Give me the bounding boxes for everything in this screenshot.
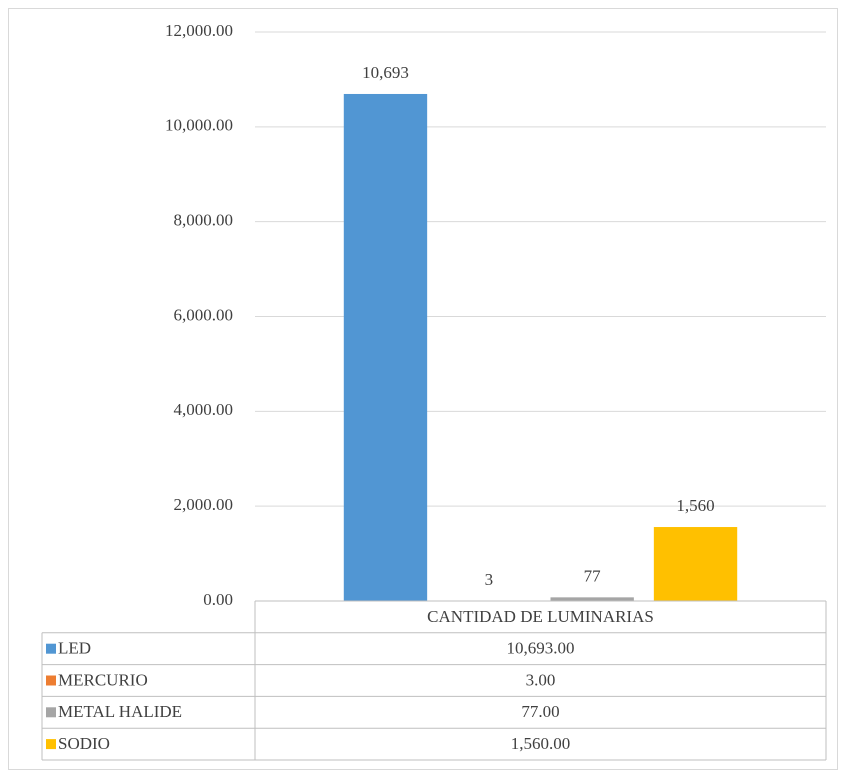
legend-label: LED — [58, 639, 91, 658]
table-value: 77.00 — [521, 702, 559, 721]
value-label: 3 — [485, 570, 494, 589]
y-tick-label: 6,000.00 — [174, 305, 234, 324]
y-tick-label: 12,000.00 — [165, 21, 233, 40]
table-value: 10,693.00 — [507, 639, 575, 658]
legend-label: METAL HALIDE — [58, 702, 182, 721]
y-tick-label: 10,000.00 — [165, 116, 233, 135]
y-tick-label: 8,000.00 — [174, 211, 234, 230]
bar — [343, 93, 428, 602]
y-tick-label: 0.00 — [203, 590, 233, 609]
value-label: 10,693 — [362, 63, 409, 82]
legend-label: SODIO — [58, 734, 110, 753]
y-tick-label: 4,000.00 — [174, 400, 234, 419]
value-label: 77 — [584, 566, 602, 585]
y-tick-label: 2,000.00 — [174, 495, 234, 514]
legend-swatch — [46, 643, 56, 654]
legend-swatch — [46, 675, 56, 686]
table-value: 1,560.00 — [511, 734, 571, 753]
table-value: 3.00 — [526, 670, 556, 689]
bar — [653, 527, 738, 601]
legend-swatch — [46, 739, 56, 750]
legend-swatch — [46, 707, 56, 718]
legend-label: MERCURIO — [58, 670, 148, 689]
table-header: CANTIDAD DE LUMINARIAS — [427, 607, 654, 626]
value-label: 1,560 — [676, 496, 714, 515]
bar — [550, 597, 634, 601]
